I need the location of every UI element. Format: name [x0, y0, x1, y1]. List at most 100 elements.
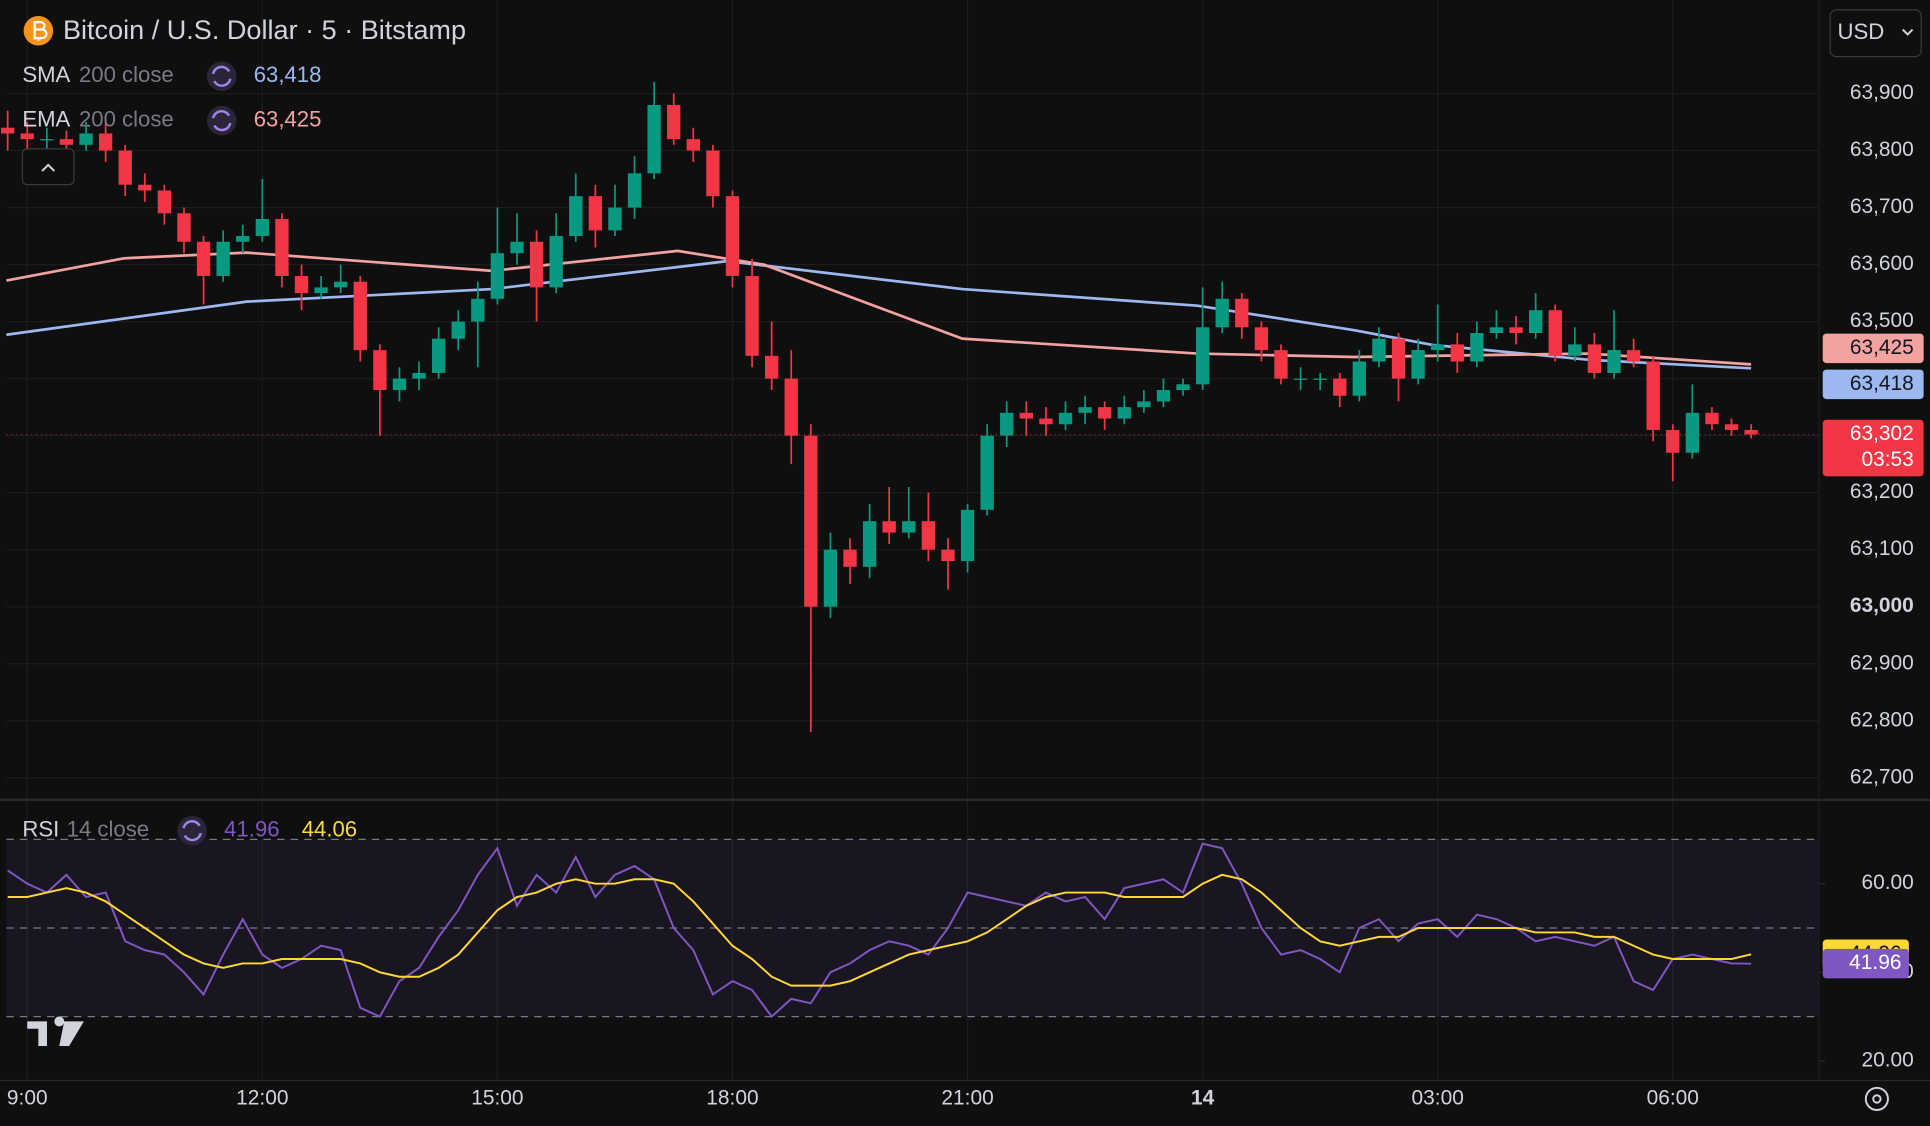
price-tag-label: 63,418 — [1850, 372, 1914, 395]
candle-body — [1156, 390, 1171, 402]
candle-body — [1117, 407, 1131, 419]
legend-name: EMA — [22, 106, 70, 131]
candle-body — [1098, 407, 1112, 419]
candle-body — [1019, 412, 1033, 419]
candle-body — [1744, 429, 1758, 435]
candle-body — [588, 196, 603, 231]
candle-body — [1, 127, 15, 134]
candle-body — [529, 241, 544, 288]
candle-body — [1274, 350, 1288, 379]
candle-body — [1568, 344, 1582, 356]
y-tick-label: 62,700 — [1850, 765, 1914, 788]
rsi-line — [7, 873, 1752, 987]
rsi-tag — [1822, 948, 1909, 979]
indicator-icon-glyph — [211, 109, 232, 132]
candle-body — [451, 321, 465, 339]
bitcoin-glyph — [33, 20, 48, 41]
candle-body — [941, 549, 955, 562]
candle-body — [1666, 429, 1680, 453]
symbol-title[interactable]: Bitcoin / U.S. Dollar · 5 · Bitstamp — [63, 14, 466, 45]
y-tick-label: 63,600 — [1850, 252, 1914, 275]
candle-body — [1470, 333, 1484, 362]
legend-value: 63,425 — [254, 106, 322, 131]
y-tick-label: 63,200 — [1850, 480, 1914, 503]
x-tick-label: 21:00 — [941, 1086, 993, 1109]
candle-body — [569, 196, 583, 237]
candle-body — [1235, 298, 1249, 328]
candle-body — [314, 287, 328, 294]
rsi-y-tick-label: 20.00 — [1861, 1048, 1913, 1071]
candle-body — [59, 139, 74, 145]
candle-body — [138, 184, 152, 191]
settings-icon[interactable] — [1864, 1086, 1889, 1111]
candle-body — [902, 521, 916, 533]
rsi-band — [6, 839, 1820, 1017]
candle-body — [1431, 344, 1445, 351]
candle-body — [1372, 338, 1386, 362]
labels: 9:00 12:00 15:00 18:00 21:00 14 03:00 06:00 62,7… — [7, 81, 1924, 1109]
settings-icon-center — [1872, 1094, 1882, 1104]
y-tick-label: 62,800 — [1850, 708, 1914, 731]
candle-body — [294, 275, 309, 294]
y-tick-label: 63,100 — [1850, 537, 1914, 560]
candle-body — [1215, 298, 1229, 328]
candle-body — [1352, 361, 1366, 396]
candle-body — [804, 435, 818, 607]
candle-body — [196, 241, 211, 276]
candle-body — [725, 196, 740, 276]
indicator-icons[interactable] — [177, 61, 237, 846]
candle-body — [1587, 344, 1602, 373]
candle-body — [98, 133, 113, 151]
y-tick-label: 63,000 — [1850, 594, 1914, 617]
candle-body — [40, 139, 54, 141]
legend-params: 200 close — [79, 62, 174, 87]
collapse-button[interactable] — [21, 148, 75, 186]
candle-body — [79, 133, 93, 145]
candle-body — [980, 435, 994, 510]
legend-name: SMA — [22, 62, 70, 87]
grid — [6, 0, 1826, 1081]
candle-body — [1293, 378, 1308, 380]
candle-body — [1489, 327, 1504, 334]
candle-body — [255, 218, 269, 237]
candle-body — [177, 213, 191, 242]
plots — [1, 82, 1820, 1019]
candle-body — [1411, 350, 1425, 379]
y-tick-label: 63,500 — [1850, 309, 1914, 332]
currency-select[interactable] — [1829, 9, 1922, 58]
countdown-label: 03:53 — [1861, 448, 1913, 471]
price-tag — [1822, 333, 1924, 364]
y-tick-label: 63,700 — [1850, 195, 1914, 218]
rsi-ma-legend-value: 44.06 — [302, 816, 357, 841]
candle-body — [1058, 412, 1073, 425]
candle-body — [1254, 327, 1269, 351]
candle-body — [647, 104, 661, 174]
candle-body — [1607, 350, 1621, 373]
candle-body — [1548, 310, 1562, 356]
candle-body — [608, 207, 622, 231]
candle-body — [1705, 412, 1719, 425]
rsi-tag-label: 41.96 — [1849, 951, 1901, 974]
currency-label[interactable]: USD — [1837, 19, 1884, 44]
candle-body — [118, 150, 132, 185]
tradingview-logo[interactable] — [27, 1016, 84, 1047]
y-tick-label: 62,900 — [1850, 651, 1914, 674]
candle-body — [412, 372, 426, 379]
candle-body — [706, 150, 720, 197]
candle-body — [843, 549, 857, 567]
candle-body — [1685, 412, 1700, 453]
x-tick-label: 06:00 — [1647, 1086, 1699, 1109]
candle-body — [1176, 384, 1190, 391]
candle-body — [1313, 378, 1327, 380]
y-tick-label: 63,800 — [1850, 138, 1914, 161]
rsi-line — [7, 842, 1752, 1019]
candle-body — [686, 139, 700, 151]
candle-body — [392, 378, 407, 391]
candle-body — [1391, 338, 1406, 379]
candle-body — [216, 241, 230, 276]
candle-body — [1039, 418, 1053, 425]
candle-body — [882, 521, 896, 533]
candle-body — [1646, 361, 1660, 430]
